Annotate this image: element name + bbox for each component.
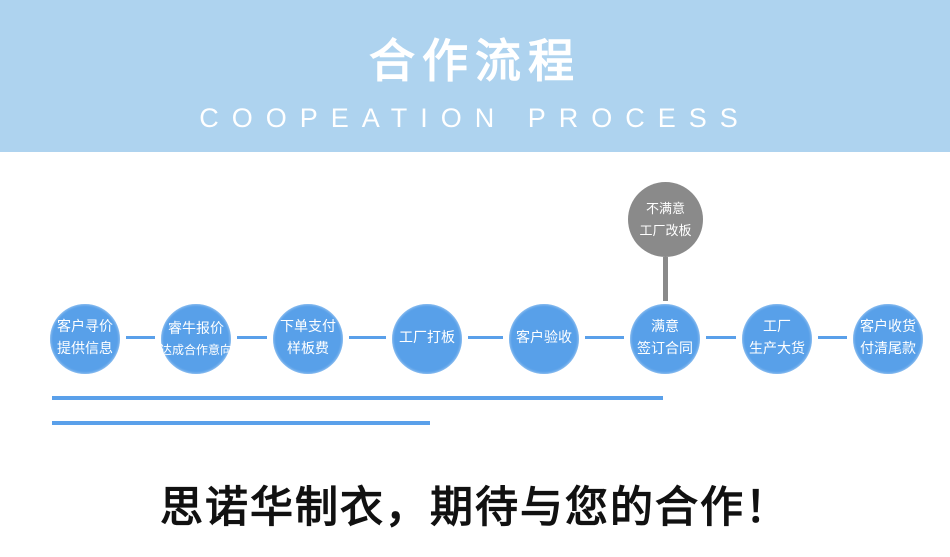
flow-node-label: 付清尾款 [860,342,916,357]
flow-node-label: 工厂打板 [399,331,455,347]
page-subtitle: COOPEATION PROCESS [199,103,751,133]
flow-connector-line [585,336,624,339]
flow-node-label: 工厂 [763,320,791,336]
flow-node-label: 样板费 [287,342,329,357]
header-banner: 合作流程 COOPEATION PROCESS [0,0,950,152]
flow-node-label: 签订合同 [637,342,693,357]
divider-line-bottom [52,421,430,425]
flow-node-5: 客户验收 [509,304,579,374]
flow-node-label: 睿牛报价 [168,321,224,337]
flow-node-label: 客户收货 [860,320,916,336]
flow-node-label: 客户寻价 [57,320,113,336]
flow-node-2: 睿牛报价达成合作意向 [160,304,233,374]
flow-connector-line [237,336,267,339]
flow-node-label: 达成合作意向 [160,342,233,357]
flow-node-label: 满意 [651,320,679,336]
flow-node-8: 客户收货 付清尾款 [853,304,923,374]
flow-node-label: 生产大货 [749,342,805,357]
flow-node-label: 提供信息 [57,342,113,357]
divider-line-top [52,396,663,400]
flow-connector-line [126,336,155,339]
reject-connector-line [663,257,668,301]
reject-node-label: 不满意 [645,201,685,217]
reject-node-label: 工厂改板 [639,222,692,238]
reject-node: 不满意 工厂改板 [628,182,703,257]
flow-node-7: 工厂 生产大货 [742,304,812,374]
footer-slogan: 思诺华制衣，期待与您的合作！ [160,485,790,532]
flow-node-1: 客户寻价 提供信息 [50,304,120,374]
flow-connector-line [818,336,847,339]
flow-node-label: 客户验收 [516,331,572,347]
flow-connector-line [349,336,386,339]
flow-node-3: 下单支付 样板费 [273,304,343,374]
flow-connector-line [706,336,736,339]
page-title: 合作流程 [369,35,581,87]
flow-node-label: 下单支付 [280,320,336,336]
flow-node-6: 满意 签订合同 [630,304,700,374]
flow-node-4: 工厂打板 [392,304,462,374]
flow-connector-line [468,336,503,339]
